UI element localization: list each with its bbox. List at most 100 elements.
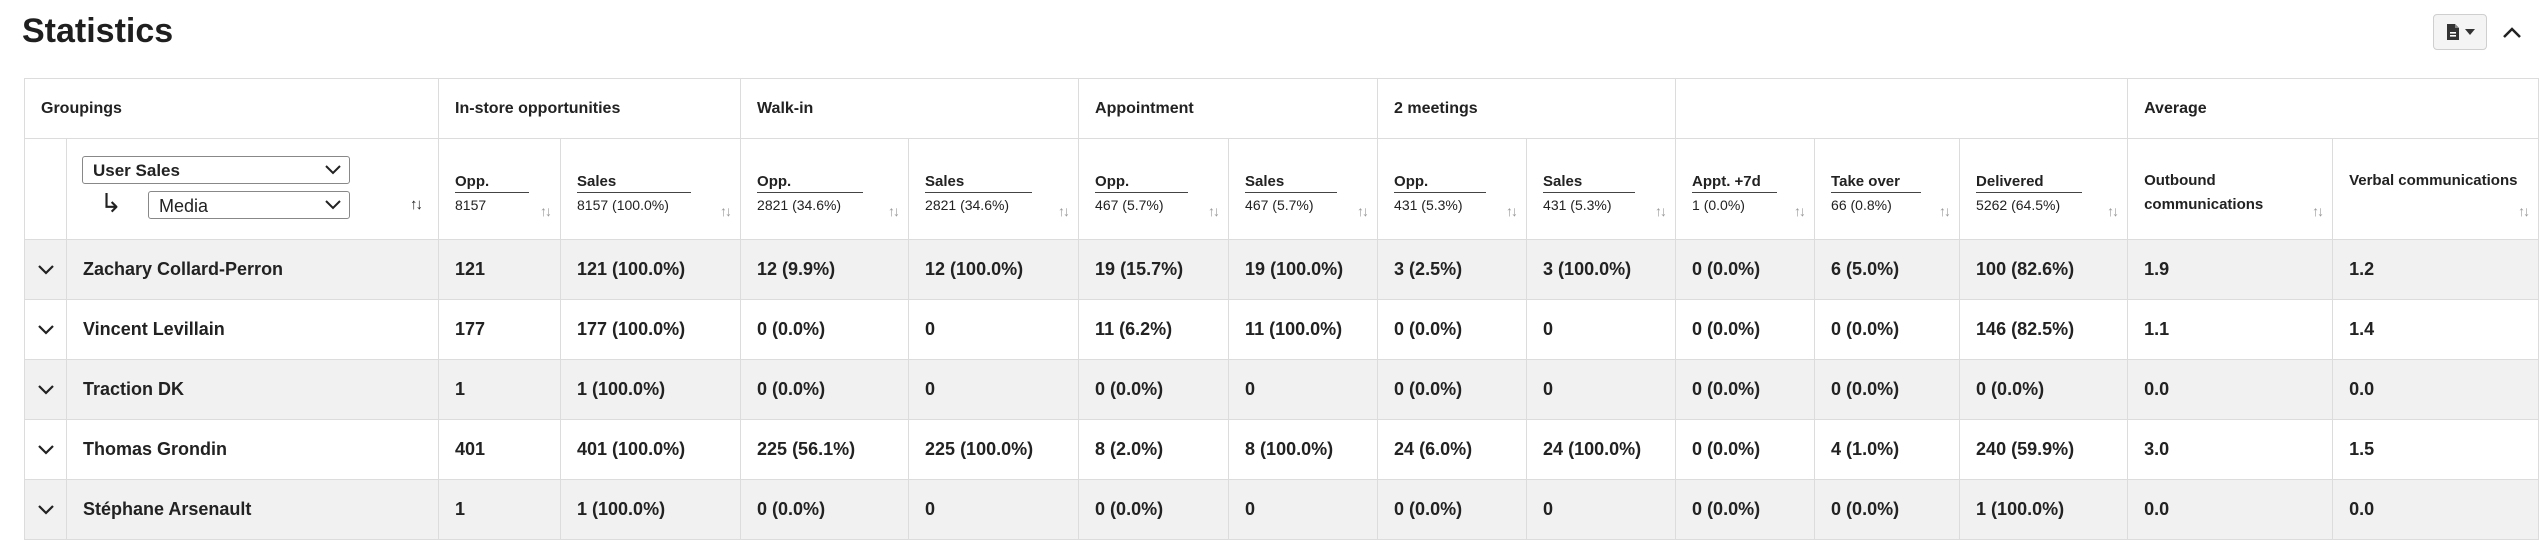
column-label: Take over	[1831, 173, 1921, 193]
table-cell: 0 (0.0%)	[1675, 239, 1816, 300]
table-cell: 0.0	[2332, 359, 2540, 420]
sort-icon[interactable]: ↑↓	[888, 203, 900, 219]
collapse-button[interactable]	[2497, 18, 2527, 48]
expand-row-button[interactable]	[24, 359, 67, 420]
table-cell: 0	[1228, 359, 1379, 420]
column-header: Opp. 2821 (34.6%) ↑↓	[740, 138, 910, 240]
table-cell: 0 (0.0%)	[740, 299, 910, 360]
table-cell: 0	[1526, 479, 1677, 540]
sort-icon[interactable]: ↑↓	[1058, 203, 1070, 219]
row-name: Stéphane Arsenault	[65, 479, 440, 540]
table-row: Vincent Levillain 177 177 (100.0%) 0 (0.0%)…	[24, 299, 2540, 360]
sort-icon[interactable]: ↑↓	[1794, 203, 1806, 219]
statistics-table: Groupings In-store opportunities Walk-in…	[23, 78, 2540, 540]
file-export-icon	[2446, 24, 2459, 40]
sort-icon[interactable]: ↑↓	[1655, 203, 1667, 219]
group-header-in-store: In-store opportunities	[438, 78, 742, 139]
group-header-walk-in: Walk-in	[740, 78, 1080, 139]
expand-row-button[interactable]	[24, 479, 67, 540]
table-cell: 1.1	[2127, 299, 2334, 360]
groupings-header-cell	[65, 138, 440, 240]
chevron-up-icon	[2503, 27, 2521, 38]
row-name: Thomas Grondin	[65, 419, 440, 480]
table-cell: 0	[1526, 299, 1677, 360]
table-row: Stéphane Arsenault 1 1 (100.0%) 0 (0.0%) 0 0 …	[24, 479, 2540, 540]
table-cell: 12 (9.9%)	[740, 239, 910, 300]
table-cell: 12 (100.0%)	[908, 239, 1080, 300]
table-cell: 0.0	[2127, 359, 2334, 420]
groupings-sort-icon[interactable]: ↑↓	[410, 196, 423, 213]
table-cell: 11 (6.2%)	[1078, 299, 1230, 360]
column-header: Sales 467 (5.7%) ↑↓	[1228, 138, 1379, 240]
column-total: 66 (0.8%)	[1831, 197, 1892, 213]
table-cell: 121	[438, 239, 562, 300]
table-cell: 0	[908, 359, 1080, 420]
table-cell: 0	[908, 299, 1080, 360]
column-header: Verbal communications ↑↓	[2332, 138, 2540, 240]
sort-icon[interactable]: ↑↓	[1208, 203, 1220, 219]
table-cell: 121 (100.0%)	[560, 239, 742, 300]
column-total: 467 (5.7%)	[1095, 197, 1164, 213]
table-cell: 0 (0.0%)	[1959, 359, 2129, 420]
table-row: Traction DK 1 1 (100.0%) 0 (0.0%) 0 0 (0.0%) 0…	[24, 359, 2540, 420]
sort-icon[interactable]: ↑↓	[1506, 203, 1518, 219]
sort-icon[interactable]: ↑↓	[2312, 203, 2324, 219]
table-cell: 0 (0.0%)	[1675, 359, 1816, 420]
table-cell: 1 (100.0%)	[560, 479, 742, 540]
table-cell: 0	[1228, 479, 1379, 540]
table-cell: 225 (56.1%)	[740, 419, 910, 480]
table-cell: 0 (0.0%)	[740, 359, 910, 420]
column-label: Sales	[1245, 173, 1338, 193]
column-header: Outbound communications ↑↓	[2127, 138, 2334, 240]
secondary-grouping-value: Media	[159, 196, 209, 216]
row-name: Vincent Levillain	[65, 299, 440, 360]
export-button[interactable]	[2433, 14, 2487, 50]
column-header: Sales 8157 (100.0%) ↑↓	[560, 138, 742, 240]
table-cell: 1.5	[2332, 419, 2540, 480]
table-cell: 146 (82.5%)	[1959, 299, 2129, 360]
table-cell: 0 (0.0%)	[1675, 299, 1816, 360]
column-label: Sales	[1543, 173, 1636, 193]
table-cell: 0 (0.0%)	[740, 479, 910, 540]
table-cell: 11 (100.0%)	[1228, 299, 1379, 360]
chevron-down-icon	[37, 265, 54, 275]
table-cell: 401 (100.0%)	[560, 419, 742, 480]
sort-icon[interactable]: ↑↓	[1357, 203, 1369, 219]
sort-icon[interactable]: ↑↓	[1939, 203, 1951, 219]
sub-grouping-arrow-icon: ↳	[100, 188, 122, 218]
column-label: Verbal communications	[2349, 172, 2518, 189]
dropdown-caret-icon	[2464, 29, 2475, 35]
group-header-groupings: Groupings	[23, 78, 440, 139]
page-title: Statistics	[22, 12, 174, 50]
sort-icon[interactable]: ↑↓	[2107, 203, 2119, 219]
table-cell: 19 (100.0%)	[1228, 239, 1379, 300]
column-total: 5262 (64.5%)	[1976, 197, 2061, 213]
secondary-grouping-select[interactable]: Media	[148, 191, 350, 219]
table-cell: 0 (0.0%)	[1078, 359, 1230, 420]
column-label: Opp.	[1095, 173, 1189, 193]
table-cell: 3.0	[2127, 419, 2334, 480]
expand-row-button[interactable]	[24, 419, 67, 480]
column-header: Appt. +7d 1 (0.0%) ↑↓	[1675, 138, 1816, 240]
primary-grouping-select[interactable]: User Sales	[82, 156, 350, 184]
expand-row-button[interactable]	[24, 239, 67, 300]
column-total: 2821 (34.6%)	[925, 197, 1010, 213]
table-cell: 0 (0.0%)	[1675, 479, 1816, 540]
column-header: Take over 66 (0.8%) ↑↓	[1814, 138, 1961, 240]
expand-row-button[interactable]	[24, 299, 67, 360]
sort-icon[interactable]: ↑↓	[2518, 203, 2530, 219]
table-cell: 1.9	[2127, 239, 2334, 300]
column-label: Delivered	[1976, 173, 2082, 193]
table-cell: 24 (100.0%)	[1526, 419, 1677, 480]
table-cell: 1.2	[2332, 239, 2540, 300]
table-cell: 19 (15.7%)	[1078, 239, 1230, 300]
table-cell: 1	[438, 479, 562, 540]
sort-icon[interactable]: ↑↓	[540, 203, 552, 219]
table-cell: 0 (0.0%)	[1377, 479, 1528, 540]
column-total: 431 (5.3%)	[1394, 197, 1463, 213]
table-cell: 0 (0.0%)	[1377, 299, 1528, 360]
chevron-down-icon	[37, 505, 54, 515]
sort-icon[interactable]: ↑↓	[720, 203, 732, 219]
table-cell: 177	[438, 299, 562, 360]
chevron-down-icon	[37, 445, 54, 455]
